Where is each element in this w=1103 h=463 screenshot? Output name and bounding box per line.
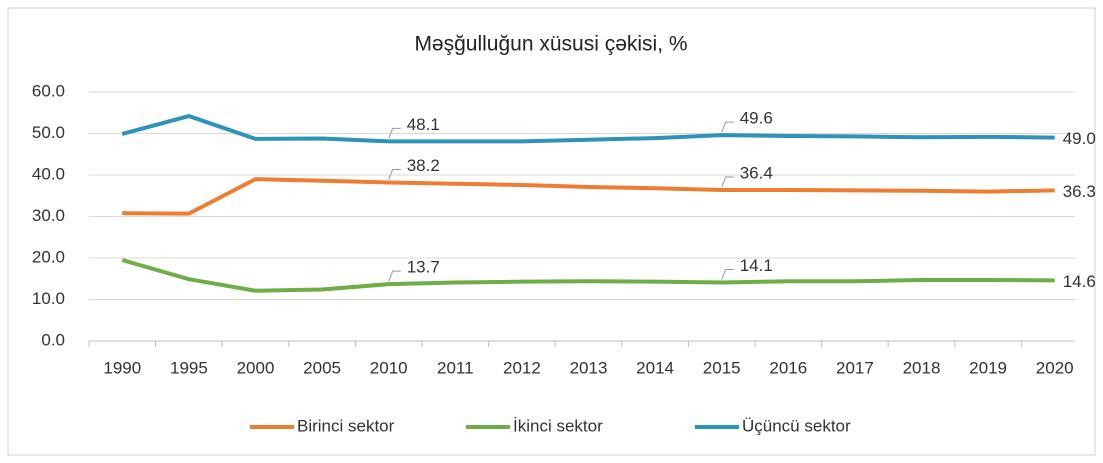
series-line (121, 114, 1055, 144)
label-leader (721, 121, 734, 133)
x-tick-label: 2015 (703, 358, 741, 377)
y-tick-label: 50.0 (32, 123, 65, 142)
y-tick-label: 20.0 (32, 247, 65, 266)
data-label: 36.4 (740, 163, 773, 182)
data-label: 14.6 (1063, 272, 1096, 291)
legend-label: Üçüncü sektor (742, 416, 851, 435)
chart-title: Məşğulluğun xüsusi çəkisi, % (414, 33, 687, 56)
data-label: 49.0 (1063, 129, 1096, 148)
x-tick-label: 2016 (769, 358, 807, 377)
chart-border (7, 7, 1096, 456)
label-leader (388, 270, 401, 282)
y-tick-label: 60.0 (32, 81, 65, 100)
data-label: 36.3 (1063, 182, 1096, 201)
x-tick-label: 2019 (969, 358, 1007, 377)
x-tick-label: 1990 (103, 358, 141, 377)
x-tick-label: 2014 (636, 358, 674, 377)
label-leader (721, 176, 734, 188)
x-tick-label: 2020 (1036, 358, 1074, 377)
y-tick-label: 40.0 (32, 164, 65, 183)
x-tick-label: 2010 (370, 358, 408, 377)
y-tick-label: 0.0 (41, 330, 65, 349)
label-leader (388, 127, 401, 139)
data-label: 14.1 (740, 256, 773, 275)
data-label: 48.1 (407, 115, 440, 134)
legend-label: Birinci sektor (297, 416, 395, 435)
data-label: 13.7 (407, 258, 440, 277)
legend-label: İkinci sektor (513, 416, 603, 435)
x-tick-label: 1995 (170, 358, 208, 377)
data-label: 38.2 (407, 156, 440, 175)
y-tick-label: 10.0 (32, 289, 65, 308)
label-leader (388, 168, 401, 180)
series-line (122, 177, 1055, 216)
x-tick-label: 2018 (903, 358, 941, 377)
y-tick-label: 30.0 (32, 206, 65, 225)
x-tick-label: 2013 (570, 358, 608, 377)
x-tick-label: 2011 (437, 358, 474, 377)
x-tick-label: 2005 (303, 358, 341, 377)
series-line (121, 258, 1055, 293)
label-leader (721, 268, 734, 280)
x-tick-label: 2000 (237, 358, 275, 377)
x-tick-label: 2012 (503, 358, 541, 377)
x-tick-label: 2017 (836, 358, 874, 377)
data-label: 49.6 (740, 109, 773, 128)
